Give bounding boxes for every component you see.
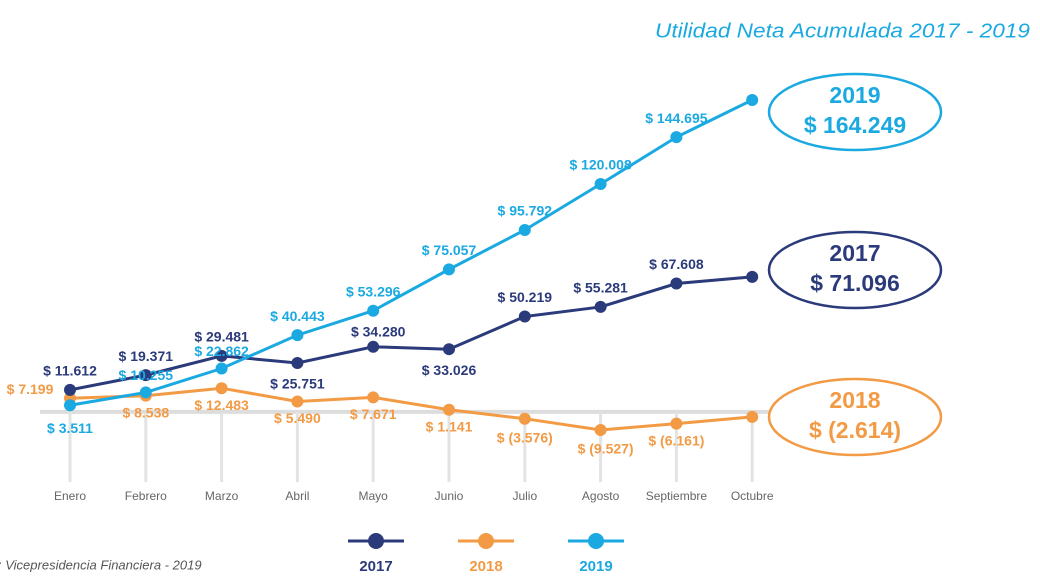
x-tick-label: Agosto <box>582 489 620 503</box>
data-label: $ 1.141 <box>426 418 473 434</box>
point <box>670 131 683 144</box>
data-label: $ 55.281 <box>573 280 628 296</box>
data-label: $ 8.538 <box>122 404 169 420</box>
data-label: $ 29.481 <box>194 329 249 345</box>
data-label: $ 34.280 <box>351 324 406 340</box>
legend-item: 2017 <box>348 533 404 575</box>
point <box>518 223 531 236</box>
x-tick-label: Junio <box>435 489 464 503</box>
data-label: $ 33.026 <box>422 362 477 378</box>
data-label: $ 25.751 <box>270 376 325 392</box>
legend-item: 2018 <box>458 533 514 575</box>
point <box>139 386 152 399</box>
data-label: $ (6.161) <box>648 432 704 448</box>
point <box>291 395 304 408</box>
data-label: $ 22.862 <box>194 343 249 359</box>
point <box>443 263 455 276</box>
legend-item: 2019 <box>568 533 624 575</box>
callout-value: $ 164.249 <box>804 112 906 138</box>
series-line <box>69 386 753 432</box>
callout <box>767 230 943 310</box>
data-label: $ 10.255 <box>119 367 174 383</box>
data-label: $ 12.483 <box>194 397 249 413</box>
x-tick-label: Enero <box>54 489 86 503</box>
chart-title: Utilidad Neta Acumulada 2017 - 2019 <box>655 20 1030 42</box>
point <box>215 362 228 375</box>
x-tick-label: Septiembre <box>646 489 708 503</box>
legend-marker <box>368 533 384 549</box>
x-tick-label: Marzo <box>205 489 239 503</box>
callout <box>767 377 943 457</box>
point <box>518 412 531 425</box>
data-label: $ 7.671 <box>350 406 397 422</box>
x-tick-label: Mayo <box>359 489 389 503</box>
point <box>367 340 380 353</box>
x-tick-label: Octubre <box>731 489 774 503</box>
data-label: $ 3.511 <box>47 420 93 436</box>
x-tick-label: Abril <box>285 489 309 503</box>
point <box>291 329 304 342</box>
data-label: $ 120.008 <box>569 157 631 173</box>
point <box>443 343 455 356</box>
series-line <box>69 98 753 407</box>
legend-marker <box>588 533 604 549</box>
point <box>746 94 759 106</box>
series-line <box>69 275 753 392</box>
legend-label: 2019 <box>579 558 612 575</box>
point <box>594 424 607 436</box>
callout-name: 2017 <box>829 240 880 266</box>
callout-value: $ (2.614) <box>809 417 901 443</box>
point <box>215 349 228 362</box>
data-label: $ 75.057 <box>422 242 477 258</box>
point <box>443 403 455 416</box>
data-label: $ 144.695 <box>645 110 707 126</box>
data-label: $ 50.219 <box>498 289 553 305</box>
data-label: $ (9.527) <box>578 441 634 457</box>
data-label: $ 5.490 <box>274 410 321 426</box>
data-label: $ 11.612 <box>43 363 97 379</box>
point <box>291 357 304 370</box>
point <box>215 382 228 395</box>
data-label: $ 67.608 <box>649 256 704 272</box>
legend-marker <box>478 533 494 549</box>
callout-value: $ 71.096 <box>810 270 900 296</box>
point <box>64 399 76 412</box>
point <box>670 417 683 430</box>
point <box>518 310 531 323</box>
callout-name: 2018 <box>829 387 880 413</box>
x-tick-label: Febrero <box>125 489 167 503</box>
data-label: $ 53.296 <box>346 283 401 299</box>
point <box>594 300 607 313</box>
source: : Vicepresidencia Financiera - 2019 <box>0 557 202 572</box>
point <box>139 369 152 382</box>
point <box>746 270 759 283</box>
point <box>670 277 683 290</box>
point <box>64 383 76 396</box>
data-label: $ 7.199 <box>7 381 54 397</box>
legend-label: 2017 <box>359 558 392 575</box>
point <box>367 304 380 317</box>
data-label: $ 95.792 <box>498 203 553 219</box>
point <box>746 410 759 423</box>
point <box>367 391 380 404</box>
point <box>594 178 607 191</box>
data-label: $ 19.371 <box>119 348 174 364</box>
callout-name: 2019 <box>829 82 880 108</box>
data-label: $ (3.576) <box>497 429 553 445</box>
data-label: $ 40.443 <box>270 308 325 324</box>
legend-label: 2018 <box>469 558 502 575</box>
x-tick-label: Julio <box>512 489 537 503</box>
callout <box>767 72 943 152</box>
